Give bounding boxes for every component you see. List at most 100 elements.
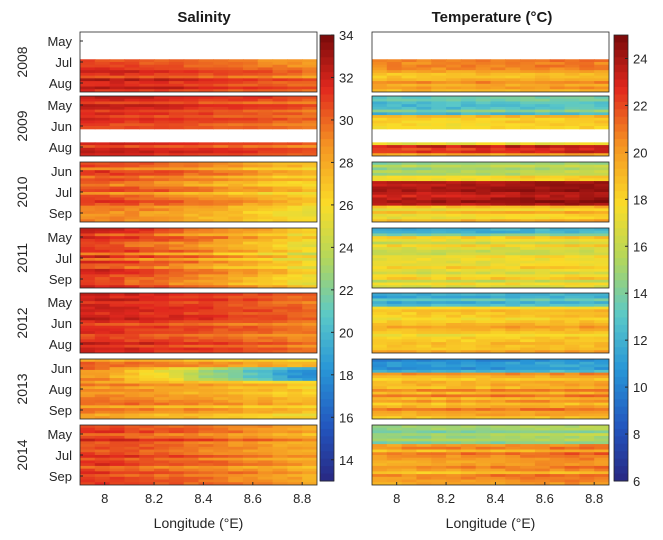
heatmap-cell [416, 266, 432, 270]
heatmap-cell [549, 317, 566, 321]
heatmap-cell [242, 83, 259, 88]
heatmap-cell [475, 339, 492, 343]
heatmap-cell [475, 380, 492, 385]
heatmap-cell [213, 328, 229, 332]
heatmap-cell [302, 123, 317, 127]
heatmap-cell [168, 389, 185, 393]
salinity-chart: SalinityMayJulAug2008MayJunAug2009JunJul… [14, 9, 353, 531]
heatmap-cell [213, 247, 229, 251]
x-axis-label: Longitude (°E) [154, 515, 244, 531]
heatmap-cell [446, 364, 462, 368]
heatmap-cell [431, 309, 447, 313]
heatmap-cell [549, 258, 566, 262]
heatmap-cell [287, 383, 303, 387]
heatmap-cell [168, 96, 185, 100]
heatmap-cell [490, 435, 506, 440]
heatmap-cell [490, 115, 506, 119]
heatmap-cell [534, 410, 551, 415]
heatmap-cell [287, 183, 303, 188]
heatmap-cell [272, 402, 288, 406]
heatmap-cell [287, 446, 303, 451]
heatmap-cell [124, 282, 140, 286]
heatmap-cell [431, 268, 447, 273]
heatmap-cell [94, 301, 111, 305]
heatmap-cell [579, 117, 595, 122]
heatmap-cell [168, 452, 185, 456]
heatmap-cell [183, 344, 200, 349]
heatmap-cell [416, 145, 432, 149]
heatmap-cell [564, 460, 580, 464]
heatmap-cell [372, 142, 388, 146]
heatmap-cell [183, 247, 200, 251]
heatmap-cell [257, 81, 274, 85]
heatmap-cell [446, 123, 462, 127]
colorbar-segment [614, 124, 628, 133]
heatmap-cell [302, 293, 317, 297]
heatmap-cell [416, 230, 432, 235]
heatmap-cell [475, 452, 492, 456]
heatmap-cell [302, 277, 317, 281]
heatmap-cell [475, 211, 492, 215]
month-tick-label: Aug [49, 337, 72, 352]
heatmap-cell [80, 298, 96, 302]
heatmap-cell [124, 394, 140, 398]
heatmap-cell [564, 200, 580, 204]
heatmap-cell [302, 205, 317, 209]
heatmap-cell [416, 295, 432, 300]
heatmap-cell [257, 208, 274, 212]
heatmap-cell [154, 241, 170, 245]
heatmap-cell [594, 408, 609, 412]
heatmap-cell [460, 147, 477, 152]
heatmap-cell [475, 178, 492, 182]
heatmap-cell [94, 394, 111, 398]
heatmap-cell [168, 247, 185, 251]
heatmap-cell [505, 126, 521, 130]
heatmap-cell [198, 72, 214, 77]
heatmap-cell [213, 98, 229, 103]
heatmap-cell [534, 181, 551, 185]
heatmap-cell [109, 115, 126, 119]
heatmap-cell [505, 192, 521, 196]
heatmap-cell [183, 430, 200, 434]
heatmap-cell [564, 247, 580, 251]
heatmap-cell [80, 468, 96, 472]
colorbar-segment [614, 57, 628, 66]
heatmap-cell [594, 361, 609, 366]
heatmap-cell [109, 153, 126, 156]
heatmap-cell [302, 416, 317, 419]
heatmap-cell [431, 359, 447, 363]
heatmap-cell [549, 482, 566, 485]
heatmap-cell [520, 416, 536, 419]
heatmap-cell [124, 468, 140, 472]
heatmap-cell [564, 228, 580, 232]
x-tick-label: 8.8 [293, 491, 311, 506]
heatmap-cell [257, 386, 274, 390]
heatmap-cell [302, 197, 317, 201]
heatmap-cell [460, 142, 477, 146]
month-tick-label: Aug [49, 76, 72, 91]
heatmap-cell [257, 89, 274, 92]
heatmap-cell [109, 162, 126, 166]
heatmap-cell [475, 364, 492, 368]
colorbar-segment [614, 443, 628, 452]
heatmap-cell [431, 344, 447, 349]
heatmap-cell [579, 202, 595, 207]
heatmap-cell [94, 479, 111, 483]
heatmap-cell [213, 446, 229, 451]
heatmap-cell [401, 433, 418, 437]
heatmap-cell [460, 89, 477, 92]
heatmap-cell [257, 425, 274, 429]
heatmap-cell [80, 271, 96, 275]
heatmap-cell [549, 216, 566, 220]
heatmap-cell [183, 361, 200, 366]
heatmap-cell [416, 258, 432, 262]
heatmap-cell [520, 350, 536, 353]
heatmap-cell [80, 200, 96, 204]
heatmap-cell [272, 303, 288, 308]
heatmap-cell [505, 109, 521, 113]
heatmap-cell [287, 342, 303, 346]
heatmap-cell [401, 277, 418, 281]
heatmap-cell [460, 301, 477, 305]
heatmap-cell [520, 236, 536, 240]
heatmap-cell [302, 142, 317, 146]
